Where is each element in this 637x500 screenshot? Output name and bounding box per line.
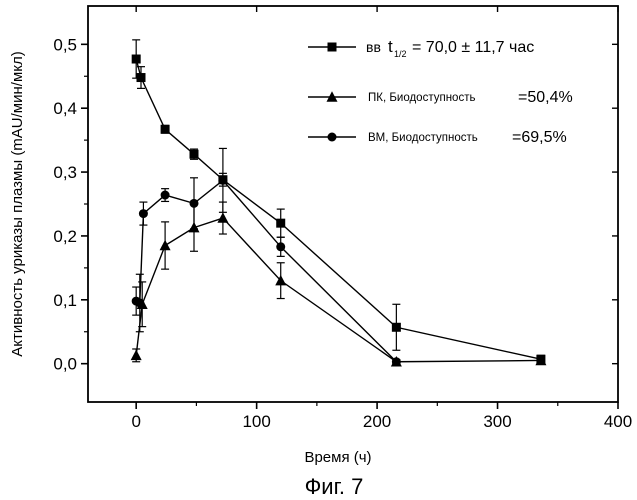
legend-t-subscript: 1/2 <box>394 49 407 59</box>
y-tick-label: 0,2 <box>53 227 77 246</box>
data-point <box>139 209 148 218</box>
x-tick-label: 100 <box>242 412 270 431</box>
legend-bioavailability: =50,4% <box>518 89 573 106</box>
y-tick-label: 0,4 <box>53 99 77 118</box>
x-axis-title: Время (ч) <box>304 449 371 466</box>
data-point <box>190 150 199 159</box>
legend-label: ПК, Биодоступность <box>368 92 475 104</box>
x-tick-label: 200 <box>363 412 391 431</box>
y-tick-label: 0,1 <box>53 291 77 310</box>
data-point <box>276 242 285 251</box>
y-tick-label: 0,3 <box>53 163 77 182</box>
legend-marker <box>328 133 337 142</box>
legend-label: ВМ, Биодоступность <box>368 132 478 144</box>
y-tick-label: 0,0 <box>53 355 77 374</box>
data-point <box>135 299 144 308</box>
figure-canvas: 0 100 200 300 400 0,0 0,1 0,2 0,3 0,4 0,5 ввt1/2 = … <box>0 0 637 500</box>
data-point <box>132 55 141 64</box>
legend-label: вв <box>366 39 381 55</box>
x-tick-label: 300 <box>483 412 511 431</box>
legend-bioavailability: =69,5% <box>512 129 567 146</box>
y-tick-label: 0,5 <box>53 35 77 54</box>
data-point <box>161 125 170 134</box>
legend-half-life: = 70,0 ± 11,7 час <box>412 39 534 56</box>
x-tick-label: 400 <box>604 412 632 431</box>
data-point <box>392 323 401 332</box>
data-point <box>392 357 401 366</box>
data-point <box>190 199 199 208</box>
figure-background <box>0 0 637 500</box>
legend-marker <box>328 43 337 52</box>
data-point <box>137 73 146 82</box>
data-point <box>218 176 227 185</box>
legend-t-symbol: t <box>388 37 393 56</box>
data-point <box>276 219 285 228</box>
y-axis-title: Активность уриказы плазмы (mAU/мин/мкл) <box>9 51 26 357</box>
data-point <box>161 191 170 200</box>
figure-caption: Фиг. 7 <box>305 474 364 499</box>
x-tick-label: 0 <box>131 412 140 431</box>
